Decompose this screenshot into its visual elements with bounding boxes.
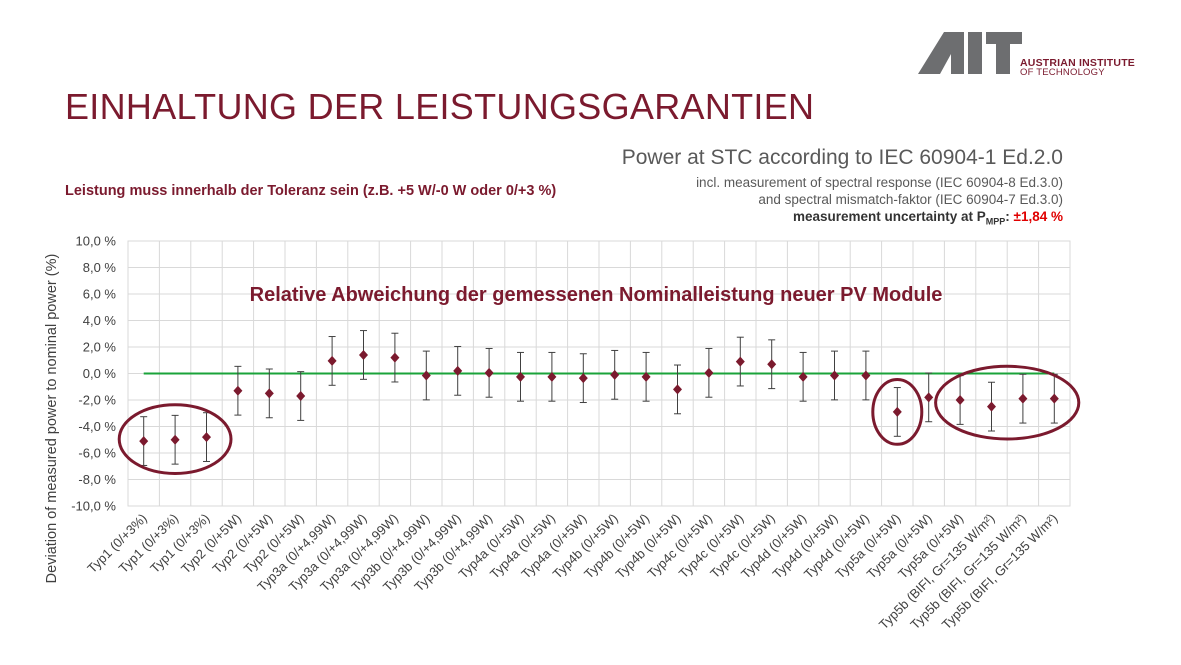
logo-line1: AUSTRIAN INSTITUTE xyxy=(1020,57,1136,69)
data-point xyxy=(673,384,682,395)
measurement-line2: and spectral mismatch-faktor (IEC 60904-… xyxy=(758,192,1063,207)
data-point xyxy=(202,432,211,443)
data-point xyxy=(861,370,871,381)
tolerance-note: Leistung muss innerhalb der Toleranz sei… xyxy=(65,183,557,199)
y-tick-label: 2,0 % xyxy=(83,340,117,355)
y-tick-label: -8,0 % xyxy=(78,472,116,487)
data-point xyxy=(359,349,368,360)
data-point xyxy=(233,385,243,396)
data-point xyxy=(830,370,839,381)
data-point xyxy=(264,388,274,399)
y-axis-label: Deviation of measured power to nominal p… xyxy=(44,254,60,584)
highlight-ellipse xyxy=(117,403,233,475)
data-point xyxy=(296,391,306,402)
data-point xyxy=(453,365,463,376)
uncertainty-colon: : xyxy=(1005,209,1010,224)
uncertainty-prefix: measurement uncertainty at P xyxy=(792,209,986,224)
data-point xyxy=(987,401,996,412)
data-point xyxy=(892,406,902,417)
data-point xyxy=(170,434,180,445)
page-title: EINHALTUNG DER LEISTUNGSGARANTIEN xyxy=(65,86,815,127)
y-tick-label: -4,0 % xyxy=(78,419,116,434)
data-point xyxy=(547,371,557,382)
y-tick-label: -2,0 % xyxy=(78,393,116,408)
logo-line2: OF TECHNOLOGY xyxy=(1020,67,1105,78)
y-tick-label: 0,0 % xyxy=(83,366,117,381)
highlight-ellipse xyxy=(871,378,924,446)
data-point xyxy=(924,392,934,403)
data-point xyxy=(390,352,400,363)
data-point xyxy=(484,367,494,378)
data-point xyxy=(641,371,651,382)
uncertainty-value: ±1,84 % xyxy=(1013,209,1063,224)
data-point xyxy=(955,395,965,405)
data-point xyxy=(610,369,620,380)
data-point xyxy=(139,436,149,447)
uncertainty-sub: MPP xyxy=(985,216,1006,227)
data-point xyxy=(1049,393,1059,404)
y-tick-label: 4,0 % xyxy=(83,313,117,328)
data-point xyxy=(767,359,777,370)
measurement-line1: incl. measurement of spectral response (… xyxy=(696,175,1063,190)
data-point xyxy=(516,371,525,382)
data-point xyxy=(578,373,588,384)
deviation-chart: 10,0 % 8,0 % 6,0 % 4,0 % 2,0 % 0,0 % -2,0 % -4,… xyxy=(44,234,1081,632)
y-tick-label: -6,0 % xyxy=(78,446,116,461)
y-tick-label: 8,0 % xyxy=(83,260,117,275)
y-tick-label: -10,0 % xyxy=(71,499,116,514)
data-point xyxy=(735,356,745,367)
data-point xyxy=(798,371,808,382)
data-point xyxy=(327,355,337,366)
ait-logo xyxy=(918,32,1022,74)
data-point xyxy=(1018,393,1028,404)
measurement-uncertainty: measurement uncertainty at PMPP: ±1,84 % xyxy=(793,209,1063,227)
data-point xyxy=(704,367,714,378)
logo-institute-name: AUSTRIAN INSTITUTE OF TECHNOLOGY xyxy=(1020,58,1135,78)
y-tick-label: 10,0 % xyxy=(76,234,117,249)
chart-title: Relative Abweichung der gemessenen Nomin… xyxy=(250,284,943,306)
y-tick-label: 6,0 % xyxy=(83,287,117,302)
data-point xyxy=(421,370,431,381)
measurement-title: Power at STC according to IEC 60904-1 Ed… xyxy=(621,146,1063,169)
highlight-ellipse xyxy=(934,364,1081,441)
